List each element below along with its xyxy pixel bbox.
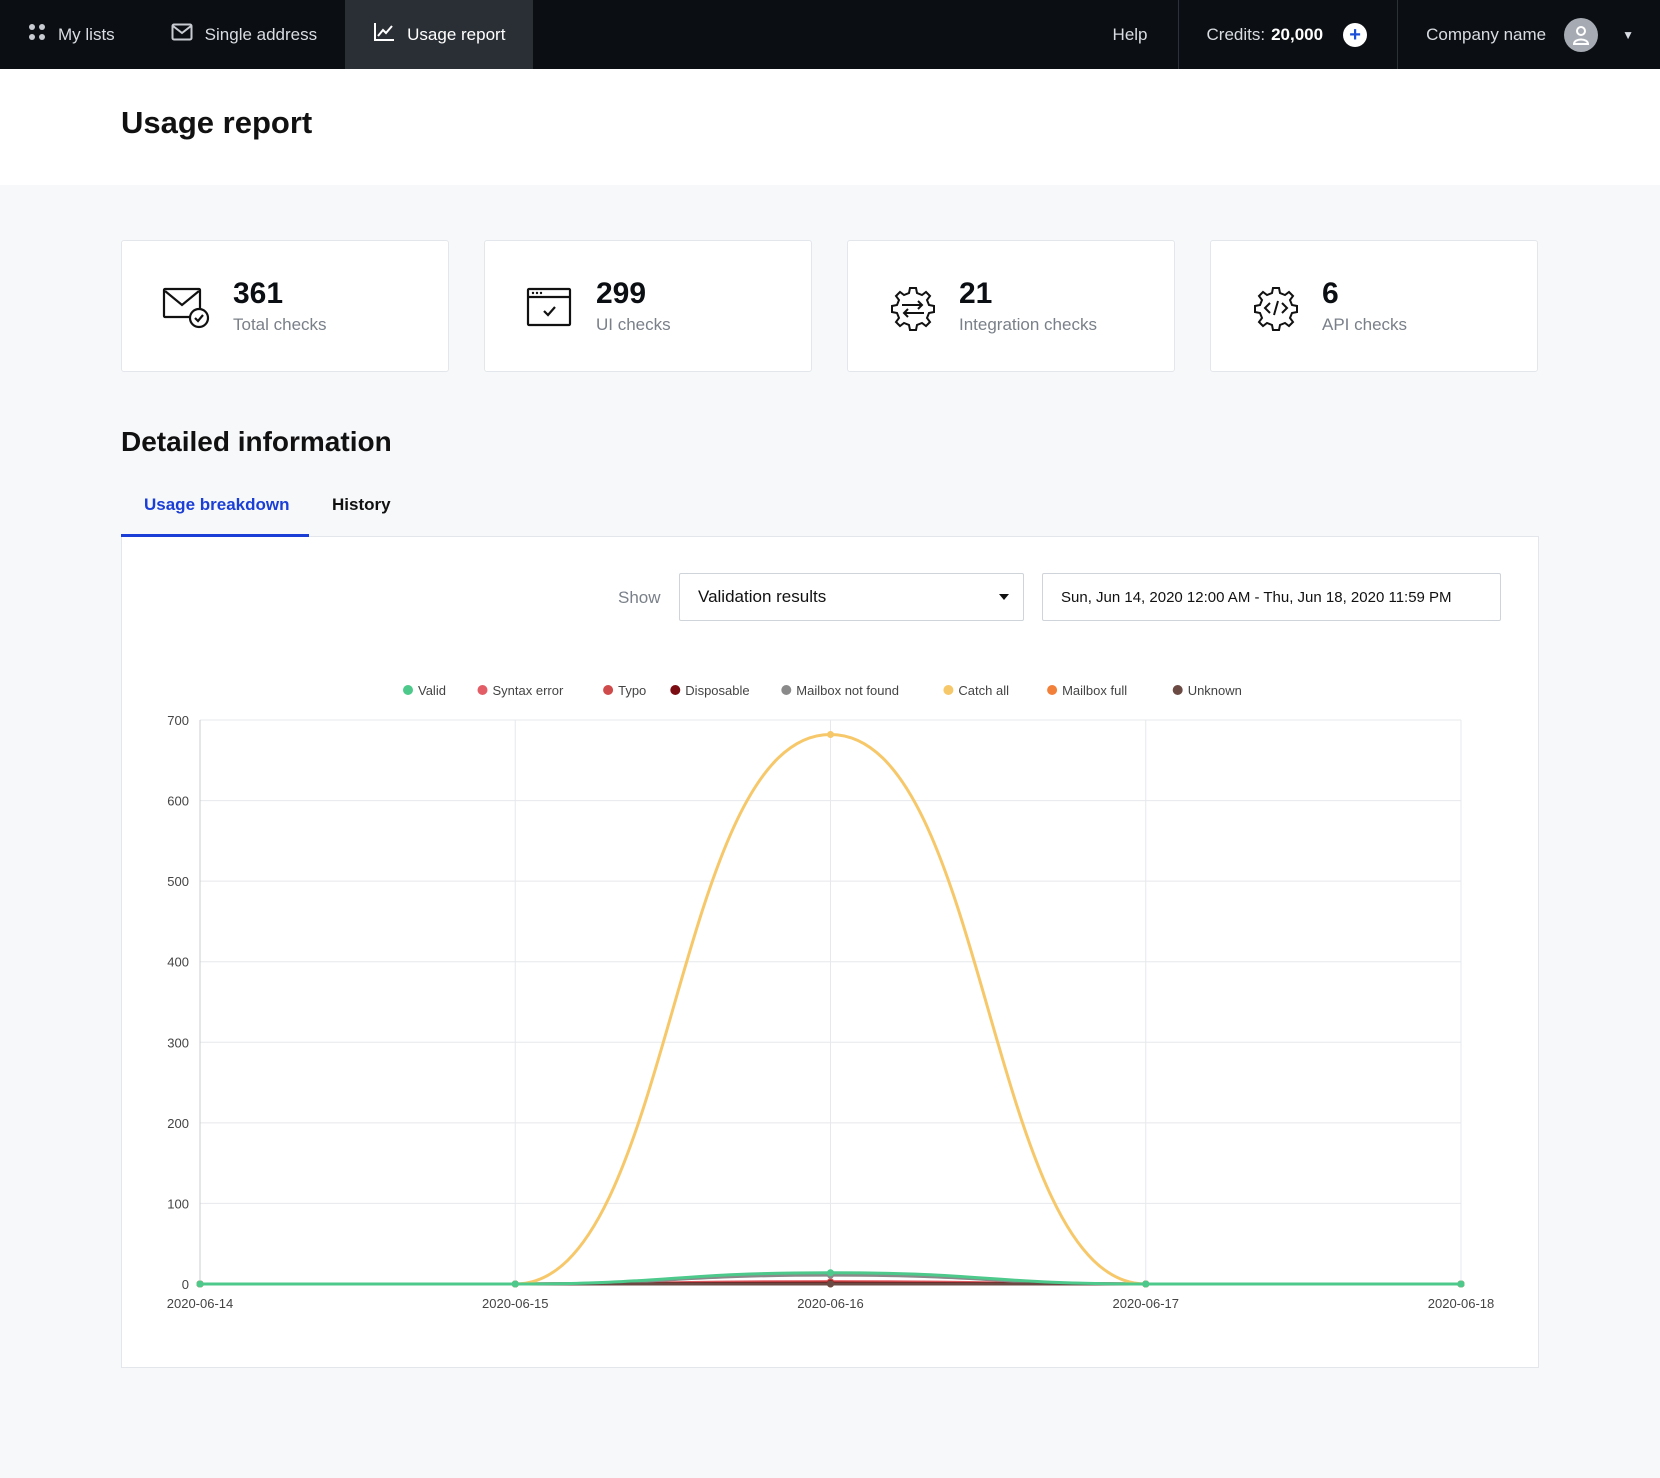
legend-marker xyxy=(1172,685,1183,695)
line-chart-icon xyxy=(373,22,395,47)
legend-label: Valid xyxy=(418,683,446,698)
legend-marker xyxy=(1047,685,1058,695)
top-navbar: My lists Single address Usage report Hel… xyxy=(0,0,1660,69)
legend-label: Typo xyxy=(618,683,646,698)
legend-marker xyxy=(943,685,954,695)
nav-my-lists[interactable]: My lists xyxy=(0,0,143,69)
stat-label: UI checks xyxy=(596,315,671,334)
legend-marker xyxy=(477,685,488,695)
nav-my-lists-label: My lists xyxy=(58,24,115,44)
data-point xyxy=(827,731,834,739)
nav-help-label: Help xyxy=(1112,24,1148,44)
show-select-value: Validation results xyxy=(698,587,827,606)
nav-usage-report-label: Usage report xyxy=(407,24,506,44)
legend-marker xyxy=(603,685,614,695)
stat-card-api-checks: 6 API checks xyxy=(1210,240,1538,372)
stat-card-total-checks: 361 Total checks xyxy=(121,240,449,372)
stat-label: Integration checks xyxy=(959,315,1097,334)
data-point xyxy=(827,1269,834,1277)
legend-label: Unknown xyxy=(1188,683,1242,698)
data-point xyxy=(1142,1280,1150,1288)
stat-value: 21 xyxy=(959,277,993,310)
grid-icon xyxy=(28,23,46,46)
stat-value: 6 xyxy=(1322,277,1339,310)
stat-value: 299 xyxy=(596,277,647,310)
show-label: Show xyxy=(618,588,661,607)
stat-card-ui-checks: 299 UI checks xyxy=(484,240,812,372)
user-icon xyxy=(1573,25,1590,45)
legend-label: Disposable xyxy=(685,683,749,698)
legend-label: Mailbox not found xyxy=(796,683,899,698)
legend-label: Mailbox full xyxy=(1062,683,1127,698)
credits-value: 20,000 xyxy=(1271,24,1324,44)
section-title: Detailed information xyxy=(121,426,392,457)
gear-code-icon xyxy=(1251,285,1301,331)
nav-usage-report[interactable]: Usage report xyxy=(345,0,534,69)
mail-check-icon xyxy=(162,285,212,331)
add-credits-icon[interactable]: + xyxy=(1343,22,1368,47)
page-title: Usage report xyxy=(121,105,313,140)
y-tick-label: 500 xyxy=(167,874,189,889)
chevron-down-icon: ▼ xyxy=(1622,27,1634,42)
nav-single-address-label: Single address xyxy=(204,24,318,44)
usage-line-chart: 0 100 200 300 400 500 600 700 2020-06-14 2020-06-… xyxy=(167,683,1495,1311)
avatar xyxy=(1564,17,1599,52)
show-select[interactable]: Validation results xyxy=(679,573,1024,621)
stat-value: 361 xyxy=(233,277,284,310)
nav-single-address[interactable]: Single address xyxy=(143,0,345,69)
x-tick-label: 2020-06-18 xyxy=(1428,1296,1495,1311)
date-range-picker[interactable]: Sun, Jun 14, 2020 12:00 AM - Thu, Jun 18… xyxy=(1042,573,1501,621)
date-range-value: Sun, Jun 14, 2020 12:00 AM - Thu, Jun 18… xyxy=(1061,588,1452,606)
y-tick-label: 300 xyxy=(167,1035,189,1050)
tab-usage-breakdown[interactable]: Usage breakdown xyxy=(144,495,290,514)
stat-label: API checks xyxy=(1322,315,1408,334)
data-point xyxy=(1457,1280,1465,1288)
stat-card-integration-checks: 21 Integration checks xyxy=(847,240,1175,372)
x-tick-label: 2020-06-16 xyxy=(797,1296,864,1311)
legend-marker xyxy=(670,685,681,695)
legend-marker xyxy=(781,685,792,695)
x-tick-label: 2020-06-14 xyxy=(167,1296,234,1311)
legend-label: Syntax error xyxy=(493,683,564,698)
y-tick-label: 0 xyxy=(182,1277,189,1292)
nav-account-menu[interactable]: Company name ▼ xyxy=(1397,0,1660,69)
data-point xyxy=(196,1280,204,1288)
credits-label: Credits: xyxy=(1206,24,1266,44)
stat-label: Total checks xyxy=(233,315,327,334)
active-tab-indicator xyxy=(121,534,309,537)
y-tick-label: 100 xyxy=(167,1196,189,1211)
page-header: Usage report xyxy=(0,69,1660,185)
envelope-icon xyxy=(171,23,193,46)
nav-help[interactable]: Help xyxy=(1085,0,1178,69)
gear-arrows-icon xyxy=(888,285,938,331)
y-tick-label: 600 xyxy=(167,794,189,809)
y-tick-label: 700 xyxy=(167,713,189,728)
browser-check-icon xyxy=(525,285,575,331)
data-point xyxy=(827,1280,834,1288)
legend-marker xyxy=(403,685,413,695)
company-name: Company name xyxy=(1426,24,1547,44)
caret-down-icon xyxy=(999,594,1009,600)
tab-history[interactable]: History xyxy=(332,495,391,514)
legend-label: Catch all xyxy=(958,683,1009,698)
x-tick-label: 2020-06-15 xyxy=(482,1296,549,1311)
y-tick-label: 200 xyxy=(167,1116,189,1131)
nav-credits[interactable]: Credits: 20,000 + xyxy=(1177,0,1398,69)
y-tick-label: 400 xyxy=(167,955,189,970)
x-tick-label: 2020-06-17 xyxy=(1113,1296,1180,1311)
data-point xyxy=(511,1280,519,1288)
